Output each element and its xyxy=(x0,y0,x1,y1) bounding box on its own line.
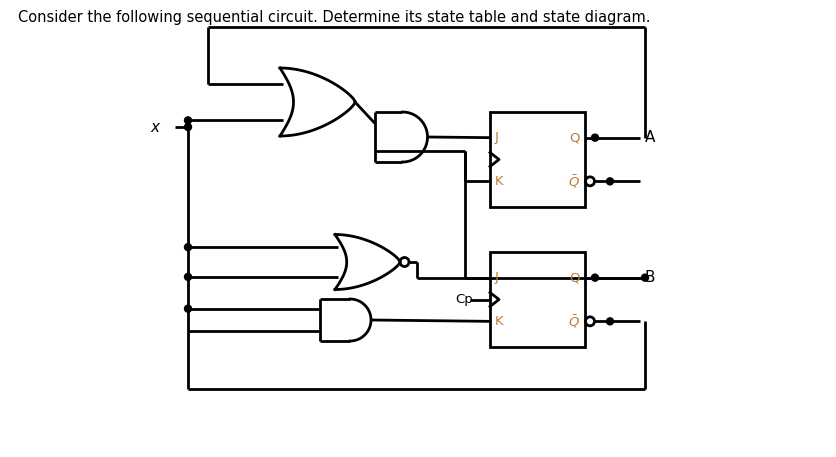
Text: Q: Q xyxy=(568,271,579,284)
Circle shape xyxy=(640,274,648,281)
Text: x: x xyxy=(150,119,159,134)
Text: $\bar{Q}$: $\bar{Q}$ xyxy=(568,313,579,329)
Circle shape xyxy=(606,178,613,185)
Circle shape xyxy=(184,123,191,131)
Text: Q: Q xyxy=(568,131,579,144)
Circle shape xyxy=(606,318,613,325)
Bar xyxy=(489,252,584,347)
Text: J: J xyxy=(494,271,498,284)
Bar xyxy=(489,112,584,207)
Circle shape xyxy=(184,305,191,312)
Text: K: K xyxy=(494,175,503,188)
Text: A: A xyxy=(645,130,655,145)
Text: J: J xyxy=(494,131,498,144)
Circle shape xyxy=(184,273,191,280)
Text: B: B xyxy=(645,270,655,285)
Circle shape xyxy=(591,274,598,281)
Text: $\bar{Q}$: $\bar{Q}$ xyxy=(568,173,579,190)
Text: Cp: Cp xyxy=(455,293,472,306)
Text: K: K xyxy=(494,315,503,328)
Circle shape xyxy=(591,134,598,141)
Circle shape xyxy=(184,117,191,124)
Circle shape xyxy=(184,244,191,250)
Text: Consider the following sequential circuit. Determine its state table and state d: Consider the following sequential circui… xyxy=(18,10,650,25)
